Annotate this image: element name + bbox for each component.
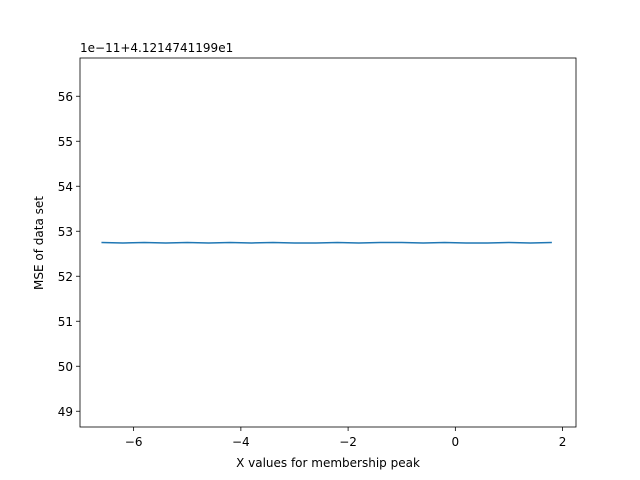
x-tick-label: −6: [125, 435, 143, 449]
x-tick-label: 0: [452, 435, 460, 449]
y-tick-label: 50: [58, 360, 73, 374]
y-tick-label: 51: [58, 315, 73, 329]
y-tick-label: 52: [58, 270, 73, 284]
y-axis-label: MSE of data set: [32, 196, 46, 290]
x-tick-label: −2: [339, 435, 357, 449]
y-offset-label: 1e−11+4.1214741199e1: [80, 41, 233, 55]
y-tick-label: 53: [58, 225, 73, 239]
y-tick-label: 49: [58, 405, 73, 419]
plot-area: −6 −4 −2 0 2 49 50 51 52 53 54 55 56: [58, 57, 577, 449]
axes-frame: [79, 57, 577, 428]
x-axis-label: X values for membership peak: [236, 456, 420, 470]
x-tick-label: −4: [232, 435, 250, 449]
y-tick-label: 55: [58, 135, 73, 149]
x-tick-label: 2: [559, 435, 567, 449]
y-tick-label: 56: [58, 90, 73, 104]
y-tick-label: 54: [58, 180, 73, 194]
